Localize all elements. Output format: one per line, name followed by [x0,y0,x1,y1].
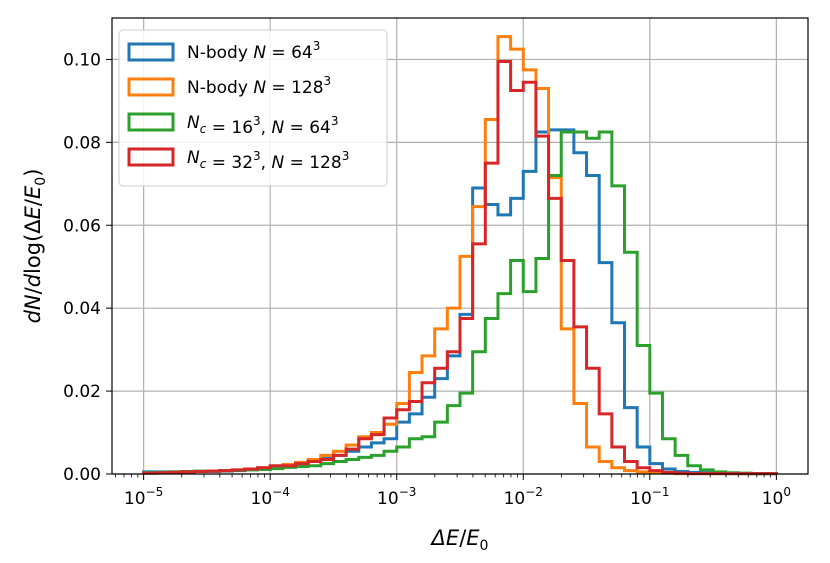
histogram-series-4 [142,60,778,476]
y-tick-label: 0.02 [63,382,101,402]
plot-frame [111,17,809,475]
x-tick-label: 100 [762,485,791,509]
y-tick-label: 0.06 [63,216,101,236]
y-axis-title: dN/dlog(ΔE/E0) [21,169,49,324]
legend-label-4: Nc = 323, N = 1283 [187,148,349,173]
legend-swatch-3 [127,112,175,132]
legend-swatch-1 [127,42,175,62]
legend-swatch-2 [127,77,175,97]
y-axis-ticks: 0.00 0.02 0.04 0.06 0.08 0.10 [63,50,112,485]
x-tick-label: 10−4 [251,485,290,509]
legend: N-body N = 643 N-body N = 1283 Nc = 163, N… [118,29,388,187]
x-axis-title: ΔE/E0 [430,526,489,554]
legend-label-3: Nc = 163, N = 643 [187,113,339,138]
y-tick-label: 0.04 [63,299,101,319]
legend-swatch-4 [127,147,175,167]
x-tick-label: 10−2 [504,485,543,509]
grid-lines [112,18,808,475]
x-tick-label: 10−5 [124,485,163,509]
x-tick-label: 10−1 [630,485,669,509]
legend-label-2: N-body N = 1283 [187,74,331,98]
y-tick-label: 0.10 [63,50,101,70]
legend-box [118,29,388,187]
series-group [142,35,778,476]
legend-label-1: N-body N = 643 [187,39,320,63]
y-tick-label: 0.08 [63,133,101,153]
x-tick-label: 10−3 [377,485,416,509]
x-axis-ticks: 10−5 10−4 10−3 10−2 10−1 100 [115,474,791,509]
y-tick-label: 0.00 [63,465,101,485]
